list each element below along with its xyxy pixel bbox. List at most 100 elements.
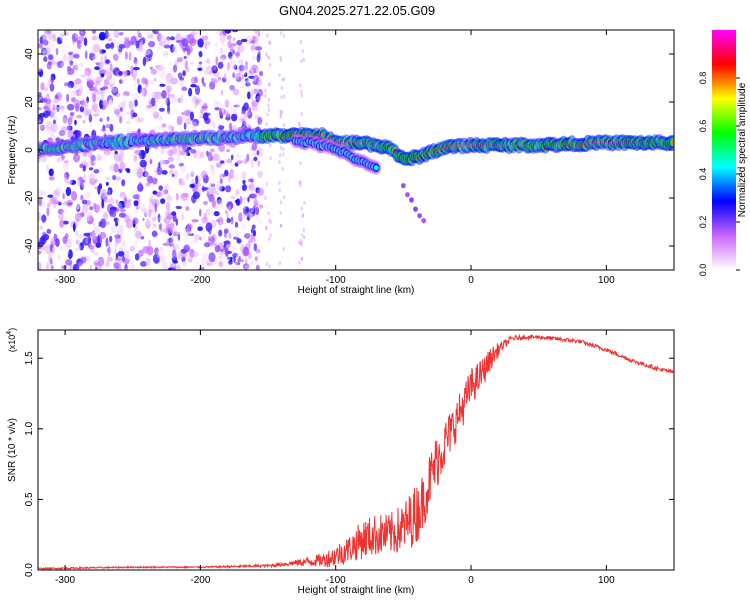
noise-blob [119, 32, 124, 36]
noise-blob [68, 85, 72, 94]
noise-blob [217, 157, 222, 162]
noise-blob [61, 265, 68, 270]
noise-blob [184, 149, 190, 153]
noise-blob [121, 179, 126, 187]
noise-blob [189, 61, 195, 65]
noise-blob [244, 258, 248, 264]
noise-blob [90, 153, 94, 164]
noise-blob [92, 54, 98, 64]
noise-blob [113, 232, 117, 239]
noise-blob [84, 67, 92, 76]
noise-blob [106, 95, 114, 105]
noise-blob [119, 107, 123, 112]
noise-blob [160, 189, 165, 196]
noise-blob [253, 88, 258, 94]
noise-blob [238, 58, 244, 66]
noise-blob [43, 56, 48, 62]
noise-blob [238, 212, 243, 223]
noise-blob [171, 211, 177, 216]
noise-blob [38, 42, 44, 49]
noise-blob [171, 266, 176, 270]
noise-blob [190, 76, 197, 84]
noise-blob [225, 110, 230, 119]
noise-blob [112, 53, 119, 62]
noise-blob [149, 66, 153, 70]
noise-blob [219, 222, 223, 231]
noise-blob [62, 115, 68, 124]
noise-blob [109, 123, 114, 132]
noise-blob [108, 97, 113, 107]
noise-blob [92, 259, 100, 263]
noise-blob [177, 264, 181, 270]
noise-blob [38, 125, 44, 130]
noise-blob [220, 89, 224, 96]
spectrogram-plot-area [38, 30, 674, 270]
noise-blob [269, 220, 272, 224]
noise-blob [212, 100, 220, 105]
noise-blob [252, 56, 256, 60]
noise-blob [172, 44, 178, 55]
noise-blob [111, 87, 118, 94]
noise-blob [126, 111, 130, 115]
noise-blob [118, 224, 124, 231]
noise-blob [104, 261, 109, 268]
noise-blob [179, 97, 183, 106]
noise-blob [279, 112, 283, 117]
noise-blob [133, 240, 138, 251]
noise-blob [244, 78, 249, 83]
noise-blob [80, 194, 84, 201]
noise-blob [241, 215, 248, 219]
snr-plot-area [38, 333, 674, 570]
noise-blob [95, 266, 98, 270]
noise-blob [215, 56, 218, 66]
noise-blob [94, 186, 98, 190]
noise-blob [166, 36, 171, 41]
noise-blob [127, 199, 132, 203]
noise-blob [165, 202, 171, 212]
noise-blob [235, 114, 243, 125]
noise-blob [43, 124, 50, 131]
noise-blob [158, 115, 164, 121]
noise-blob [91, 35, 99, 41]
colorbar-gradient [712, 30, 736, 270]
noise-blob [266, 33, 269, 38]
noise-blob [214, 42, 219, 48]
noise-blob [264, 225, 268, 230]
noise-blob [100, 188, 108, 199]
noise-blob [106, 164, 113, 173]
snr-y-axis-label: SNR (10 * v/v) [7, 418, 18, 482]
noise-blob [55, 238, 60, 247]
noise-blob [174, 170, 179, 179]
noise-blob [248, 251, 252, 259]
noise-blob [300, 111, 303, 116]
noise-blob [235, 98, 239, 104]
noise-blob [298, 260, 301, 265]
noise-blob [164, 183, 170, 191]
noise-blob [109, 64, 113, 72]
noise-blob [116, 176, 121, 182]
noise-blob [132, 99, 135, 109]
noise-blob [299, 83, 302, 88]
noise-blob [209, 81, 216, 90]
noise-blob [264, 196, 267, 201]
noise-blob [224, 209, 228, 214]
noise-blob [171, 173, 175, 177]
noise-blob [183, 122, 187, 130]
noise-blob [89, 86, 96, 92]
noise-blob [300, 206, 304, 211]
noise-blob [299, 40, 303, 44]
noise-blob [234, 230, 239, 238]
noise-blob [218, 229, 223, 237]
noise-blob [257, 117, 263, 126]
noise-blob [256, 150, 260, 156]
noise-blob [38, 67, 42, 72]
noise-blob [110, 84, 113, 90]
noise-blob [116, 219, 120, 224]
noise-blob [231, 245, 235, 254]
noise-blob [231, 30, 239, 33]
noise-blob [61, 44, 69, 53]
noise-blob [47, 30, 54, 40]
noise-blob [99, 117, 104, 122]
noise-blob [123, 39, 131, 49]
noise-blob [241, 171, 247, 180]
